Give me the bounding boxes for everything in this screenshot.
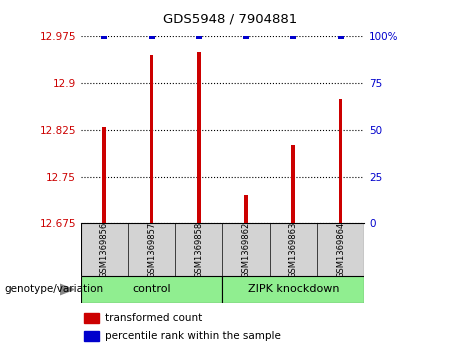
Text: GDS5948 / 7904881: GDS5948 / 7904881 xyxy=(163,13,298,26)
Text: genotype/variation: genotype/variation xyxy=(5,285,104,294)
Text: GSM1369856: GSM1369856 xyxy=(100,221,109,278)
Bar xyxy=(291,145,295,223)
Text: GSM1369858: GSM1369858 xyxy=(194,221,203,278)
Bar xyxy=(244,195,248,223)
Bar xyxy=(83,331,99,341)
Bar xyxy=(81,276,222,303)
Polygon shape xyxy=(60,284,74,295)
Text: percentile rank within the sample: percentile rank within the sample xyxy=(105,331,281,341)
Bar xyxy=(102,127,106,223)
Bar xyxy=(222,276,364,303)
Bar xyxy=(150,55,154,223)
Text: transformed count: transformed count xyxy=(105,313,202,323)
Text: GSM1369863: GSM1369863 xyxy=(289,221,298,278)
Bar xyxy=(197,52,201,223)
Text: control: control xyxy=(132,285,171,294)
Text: GSM1369857: GSM1369857 xyxy=(147,221,156,278)
Bar xyxy=(339,99,343,223)
Text: ZIPK knockdown: ZIPK knockdown xyxy=(248,285,339,294)
Text: GSM1369862: GSM1369862 xyxy=(242,221,251,278)
Text: GSM1369864: GSM1369864 xyxy=(336,221,345,278)
Bar xyxy=(83,313,99,323)
